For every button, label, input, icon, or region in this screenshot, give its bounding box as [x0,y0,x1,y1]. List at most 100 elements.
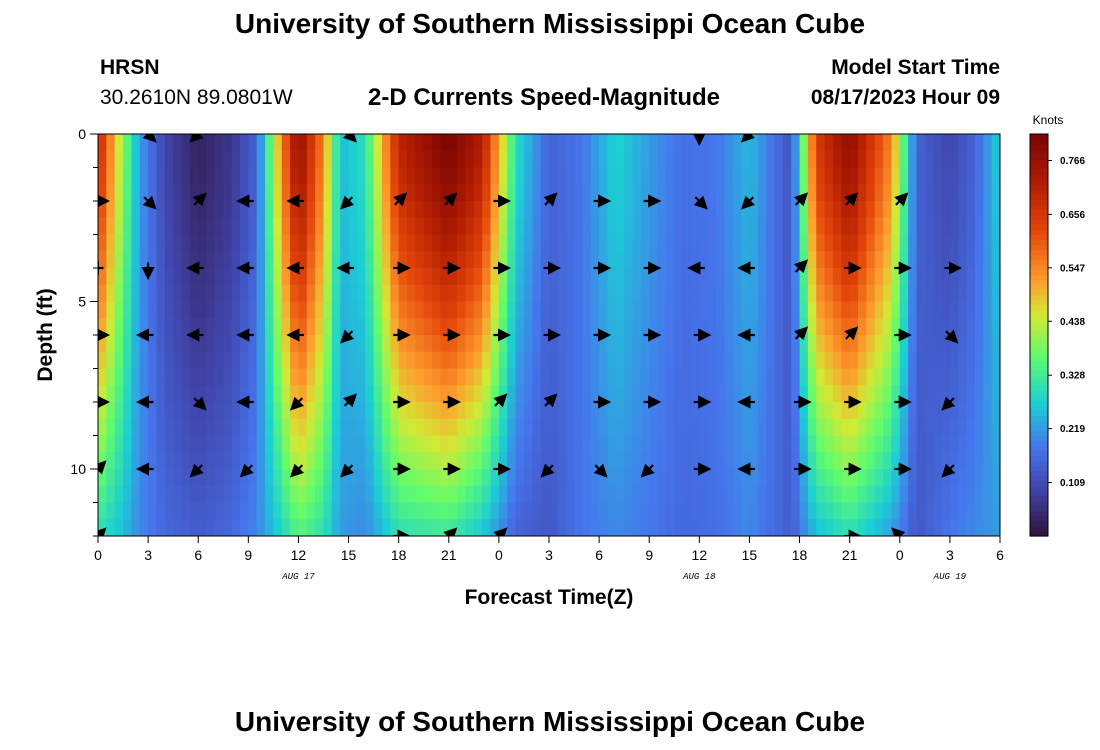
heatmap-cell [958,201,968,219]
heatmap-cell [891,469,901,487]
heatmap-cell [716,217,725,236]
heatmap-cell [807,435,817,453]
heatmap-cell [457,502,467,520]
heatmap-cell [198,502,208,520]
heatmap-cell [473,402,483,420]
heatmap-cell [381,184,391,202]
heatmap-cell [323,234,333,252]
heatmap-cell [123,150,133,169]
heatmap-cell [231,502,241,520]
heatmap-cell [231,469,241,487]
heatmap-cell [189,402,199,420]
heatmap-cell [206,234,216,252]
heatmap-cell [181,452,191,470]
heatmap-cell [824,469,834,487]
heatmap-cell [448,418,458,437]
heatmap-cell [256,318,266,336]
heatmap-cell [231,435,241,453]
heatmap-cell [883,351,893,370]
heatmap-cell [807,201,817,219]
heatmap-cell [507,402,517,420]
heatmap-cell [866,201,876,219]
heatmap-cell [599,301,609,319]
heatmap-cell [991,385,1000,403]
heatmap-cell [482,167,492,185]
heatmap-cell [799,452,809,470]
heatmap-cell [858,385,867,403]
heatmap-cell [214,469,224,487]
heatmap-cell [473,385,483,403]
heatmap-cell [148,418,158,437]
heatmap-cell [532,385,542,403]
colorbar-tick-label: 0.328 [1060,371,1085,382]
heatmap-cell [106,301,116,319]
heatmap-cell [782,485,792,504]
heatmap-cell [615,351,625,370]
heatmap-cell [231,485,241,504]
heatmap-cell [540,268,550,286]
heatmap-cell [665,452,675,470]
heatmap-cell [866,435,876,453]
heatmap-cell [991,284,1000,303]
heatmap-cell [849,201,859,219]
heatmap-cell [757,217,767,236]
heatmap-cell [381,435,391,453]
heatmap-cell [866,234,876,252]
heatmap-cell [732,452,742,470]
date-label: AUG 17 [281,572,315,582]
heatmap-cell [799,368,809,386]
heatmap-cell [507,385,517,403]
heatmap-cell [448,452,458,470]
heatmap-cell [181,402,191,420]
heatmap-cell [181,418,191,437]
heatmap-cell [690,519,700,536]
heatmap-cell [390,519,400,536]
heatmap-cell [665,418,675,437]
heatmap-cell [824,268,834,286]
heatmap-cell [164,469,174,487]
heatmap-cell [540,184,550,202]
heatmap-cell [131,284,141,303]
heatmap-cell [557,452,567,470]
heatmap-cell [231,418,241,437]
heatmap-cell [582,301,592,319]
heatmap-cell [941,217,951,236]
heatmap-cell [707,485,717,504]
heatmap-cell [315,284,325,303]
heatmap-cell [549,335,558,353]
heatmap-cell [490,435,500,453]
heatmap-cell [498,217,508,236]
heatmap-cell [690,284,700,303]
heatmap-cell [874,519,884,536]
heatmap-cell [824,301,834,319]
heatmap-cell [156,519,166,536]
x-tick-label: 15 [742,547,758,563]
heatmap-cell [582,351,592,370]
heatmap-cell [908,418,918,437]
heatmap-cell [958,335,968,353]
current-vector-arrow [693,195,708,210]
heatmap-cell [724,234,734,252]
heatmap-cell [791,251,801,269]
heatmap-cell [432,335,442,353]
heatmap-cell [198,201,208,219]
heatmap-cell [173,318,183,336]
heatmap-cell [649,502,659,520]
heatmap-cell [532,284,542,303]
heatmap-cell [874,284,884,303]
heatmap-cell [323,134,333,152]
heatmap-cell [624,234,634,252]
heatmap-cell [590,134,600,152]
heatmap-cell [649,201,659,219]
heatmap-cell [799,402,809,420]
heatmap-cell [148,351,158,370]
heatmap-cell [749,184,759,202]
heatmap-cell [557,284,567,303]
heatmap-cell [749,418,759,437]
heatmap-cell [891,201,901,219]
heatmap-cell [490,368,500,386]
heatmap-cell [665,284,675,303]
heatmap-cell [373,150,383,169]
heatmap-cell [983,201,993,219]
heatmap-cell [799,217,809,236]
